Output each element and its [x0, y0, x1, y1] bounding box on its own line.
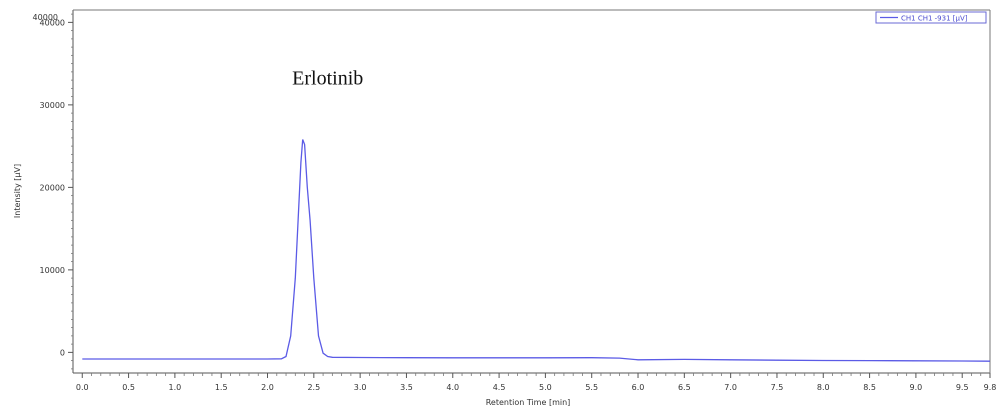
x-tick-label: 4.0 [446, 383, 459, 392]
x-tick-label: 7.0 [724, 383, 737, 392]
x-tick-label: 3.0 [354, 383, 367, 392]
x-minor-ticks [91, 373, 991, 376]
x-tick-label: 5.0 [539, 383, 552, 392]
x-tick-label: 2.5 [307, 383, 320, 392]
y-tick-label: 30000 [40, 101, 65, 110]
legend-entry-ch1: CH1 CH1 -931 [µV] [901, 15, 968, 23]
x-tick-label: 1.0 [169, 383, 182, 392]
legend: CH1 CH1 -931 [µV] [875, 11, 987, 24]
x-tick-label: 0.0 [76, 383, 89, 392]
y-minor-ticks [71, 13, 73, 370]
y-tick-label: 40000 [40, 18, 65, 27]
legend-box [875, 11, 987, 24]
y-top-tick-label: 40000 [33, 13, 58, 22]
peak-annotation-erlotinib: Erlotinib [292, 67, 363, 89]
y-tick-label: 20000 [40, 183, 65, 192]
x-tick-label: 3.5 [400, 383, 413, 392]
y-tick-label: 0 [60, 348, 65, 357]
series-line-ch1 [82, 139, 991, 362]
x-tick-label: 7.5 [771, 383, 784, 392]
x-tick-label: 5.5 [585, 383, 598, 392]
x-tick-label: 9.5 [956, 383, 969, 392]
y-axis-label: Intensity [µV] [13, 164, 22, 218]
x-tick-label: 9.0 [910, 383, 923, 392]
x-tick-label: 4.5 [493, 383, 506, 392]
y-tick-label: 10000 [40, 266, 65, 275]
x-tick-label: 1.5 [215, 383, 228, 392]
x-tick-label: 8.0 [817, 383, 830, 392]
x-tick-label: 6.5 [678, 383, 691, 392]
x-tick-label: 9.8 [984, 383, 997, 392]
x-tick-label: 2.0 [261, 383, 274, 392]
x-tick-label: 8.5 [863, 383, 876, 392]
x-tick-label: 6.0 [632, 383, 645, 392]
x-axis-label: Retention Time [min] [486, 398, 571, 406]
x-tick-label: 0.5 [122, 383, 135, 392]
y-ticks: 0 10000 20000 30000 40000 [40, 18, 73, 357]
x-ticks: 0.0 0.5 1.0 1.5 2.0 2.5 3.0 3.5 4.0 4.5 5.0 5.5 6.0 6… [76, 373, 996, 392]
